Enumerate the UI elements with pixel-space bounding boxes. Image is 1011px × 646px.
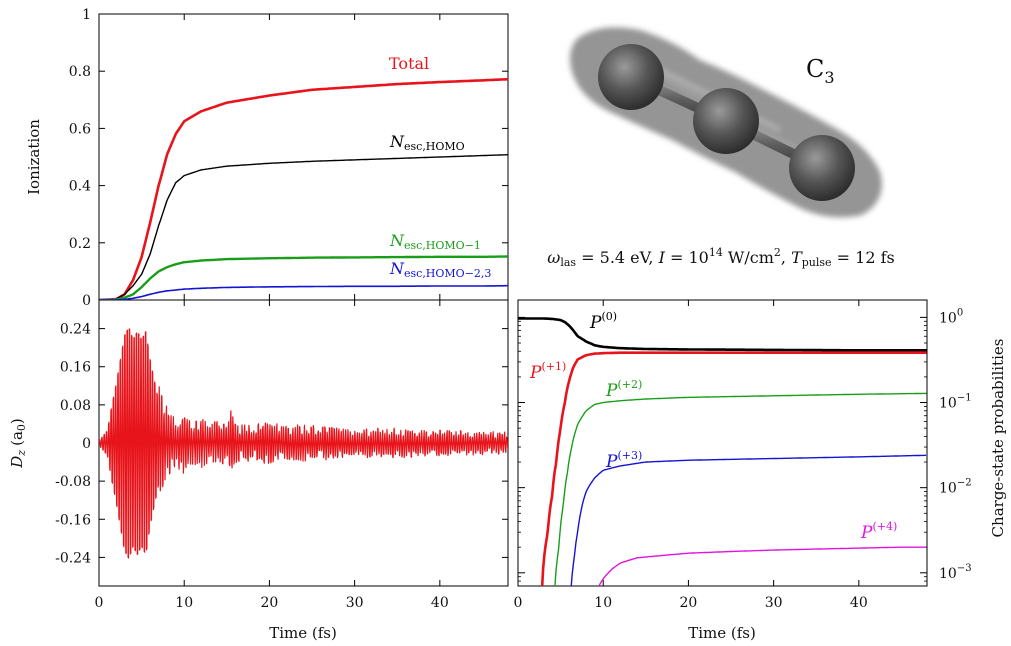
ionization-lines xyxy=(99,77,508,300)
ionization-series-line-3 xyxy=(99,284,508,300)
charge-state-y-ticks: 100 10−1 10−2 10−3 xyxy=(518,307,972,587)
charge-state-x-tick-label: 30 xyxy=(765,595,783,611)
ionization-series-line-0 xyxy=(99,77,508,300)
charge-state-series-line-2 xyxy=(554,392,927,586)
carbon-atom-1 xyxy=(598,44,664,110)
dipole-x-tick-label: 10 xyxy=(175,595,193,611)
dipole-y-ticks: -0.24 -0.16 -0.08 0 0.08 0.16 0.24 xyxy=(55,322,508,566)
charge-state-y-tick-label: 100 xyxy=(939,307,963,326)
charge-state-series-line-0 xyxy=(518,317,927,352)
dipole-x-tick-label: 0 xyxy=(95,595,104,611)
molecule-name: C3 xyxy=(806,55,835,87)
label-n-esc-homo-1: Nesc,HOMO−1 xyxy=(389,231,481,252)
dipole-y-tick-label: -0.08 xyxy=(55,474,91,490)
charge-state-x-tick-label: 40 xyxy=(850,595,868,611)
ionization-y-tick-label: 0 xyxy=(82,293,91,309)
label-n-esc-homo: Nesc,HOMO xyxy=(389,132,465,153)
dipole-x-tick-label: 20 xyxy=(261,595,279,611)
charge-state-x-axis-label: Time (fs) xyxy=(688,624,756,642)
label-n-esc-homo-2-3: Nesc,HOMO−2,3 xyxy=(389,259,491,280)
carbon-atom-2 xyxy=(693,88,759,154)
charge-state-x-tick-label: 20 xyxy=(680,595,698,611)
label-total: Total xyxy=(389,54,429,73)
ionization-series-line-1 xyxy=(99,154,508,300)
label-p0: P(0) xyxy=(589,310,617,333)
charge-state-y-tick-label: 10−3 xyxy=(939,563,972,582)
charge-state-panel: 100 10−1 10−2 10−3 0 10 20 30 40 Charge-state p… xyxy=(514,300,1007,642)
molecule-illustration: C3 xyxy=(570,27,882,218)
ionization-panel: 0 0.2 0.4 0.6 0.8 1 Ionization Total Nesc,HOM… xyxy=(25,7,508,309)
dipole-y-tick-label: -0.16 xyxy=(55,512,91,528)
ionization-y-tick-label: 0.8 xyxy=(69,64,91,80)
dipole-x-ticks: 0 10 20 30 40 xyxy=(95,14,449,611)
dipole-panel: -0.24 -0.16 -0.08 0 0.08 0.16 0.24 0 10 20 30 40 D… xyxy=(8,14,508,642)
label-p3: P(+3) xyxy=(605,449,642,472)
label-p2: P(+2) xyxy=(605,378,642,401)
charge-state-x-ticks: 0 10 20 30 40 xyxy=(514,300,868,611)
label-p4: P(+4) xyxy=(860,520,897,543)
charge-state-x-tick-label: 10 xyxy=(594,595,612,611)
dipole-y-axis-label: Dz(a0) xyxy=(8,418,28,468)
carbon-atom-3 xyxy=(789,135,855,201)
dipole-x-tick-label: 40 xyxy=(431,595,449,611)
ionization-series-line-2 xyxy=(99,255,508,300)
dipole-y-tick-label: -0.24 xyxy=(55,550,91,566)
ionization-y-tick-label: 1 xyxy=(82,7,91,23)
charge-state-lines xyxy=(518,317,927,586)
ionization-y-ticks: 0 0.2 0.4 0.6 0.8 1 xyxy=(69,7,508,309)
charge-state-series-line-3 xyxy=(570,454,927,586)
charge-state-panel-frame xyxy=(517,299,928,587)
charge-state-y-axis-label: Charge-state probabilities xyxy=(989,339,1007,538)
dipole-x-axis-label: Time (fs) xyxy=(269,624,337,642)
dipole-lines xyxy=(99,328,508,559)
charge-state-series-line-1 xyxy=(540,351,927,586)
ionization-y-tick-label: 0.2 xyxy=(69,236,91,252)
dipole-y-tick-label: 0 xyxy=(82,436,91,452)
ionization-y-tick-label: 0.6 xyxy=(69,121,91,137)
dipole-series-line xyxy=(99,328,508,559)
charge-state-y-tick-label: 10−2 xyxy=(939,478,972,497)
ionization-y-tick-label: 0.4 xyxy=(69,179,91,195)
label-p1: P(+1) xyxy=(529,360,566,383)
dipole-y-tick-label: 0.16 xyxy=(60,360,91,376)
dipole-y-tick-label: 0.24 xyxy=(60,322,91,338)
charge-state-x-tick-label: 0 xyxy=(514,595,523,611)
charge-state-y-tick-label: 10−1 xyxy=(939,393,972,412)
laser-parameters-caption: ωlas = 5.4 eV, I = 1014 W/cm2, Tpulse = … xyxy=(547,246,894,269)
charge-state-series-line-4 xyxy=(598,546,927,586)
dipole-x-tick-label: 30 xyxy=(346,595,364,611)
ionization-y-axis-label: Ionization xyxy=(25,119,43,195)
dipole-y-tick-label: 0.08 xyxy=(60,398,91,414)
